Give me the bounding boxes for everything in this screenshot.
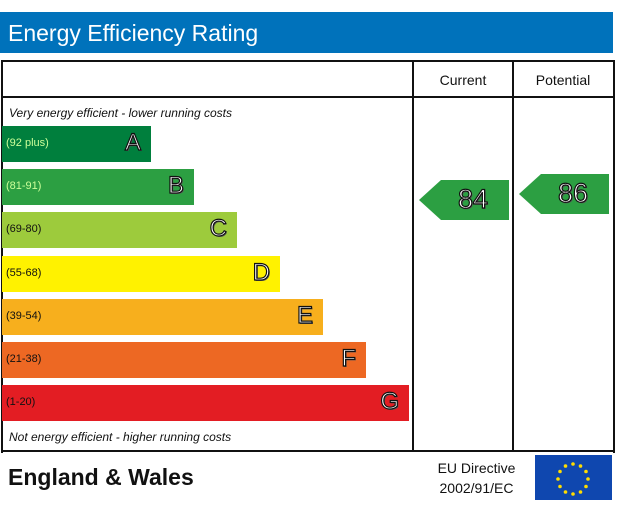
rating-band-c: (69-80) C <box>2 212 237 249</box>
band-letter: F <box>341 344 357 372</box>
eu-flag-icon <box>535 455 612 500</box>
arrow-shape <box>519 174 609 214</box>
region-label: England & Wales <box>8 464 194 490</box>
eu-stars <box>556 462 590 496</box>
title-bar: Energy Efficiency Rating <box>0 12 613 53</box>
caption-bottom: Not energy efficient - higher running co… <box>9 430 232 444</box>
eu-star <box>563 464 568 468</box>
eu-star <box>563 490 568 494</box>
band-range-label: (69-80) <box>6 223 42 236</box>
directive-line-1: EU Directive <box>437 460 516 476</box>
eu-star <box>586 477 590 481</box>
caption-top: Very energy efficient - lower running co… <box>9 106 232 120</box>
header-row-divider <box>1 96 613 98</box>
rating-band-e: (39-54) E <box>2 298 323 335</box>
current-rating-arrow: 84 <box>419 180 509 220</box>
chart-title: Energy Efficiency Rating <box>8 20 259 46</box>
footer-divider <box>1 450 613 452</box>
rating-band-g: (1-20) G <box>2 385 409 422</box>
band-letter: D <box>252 258 271 286</box>
band-letter: C <box>209 215 228 243</box>
potential-rating-arrow: 86 <box>519 174 609 214</box>
potential-column-divider <box>512 60 514 452</box>
eu-star <box>558 484 562 489</box>
directive-line-2: 2002/91/EC <box>439 480 514 496</box>
eu-star <box>578 490 583 494</box>
band-letter: E <box>296 301 313 329</box>
band-range-label: (55-68) <box>6 266 42 279</box>
current-column-divider <box>412 60 414 452</box>
eu-star <box>578 464 583 468</box>
arrow-shape <box>419 180 509 220</box>
band-range-label: (1-20) <box>6 396 36 409</box>
eu-directive: EU Directive 2002/91/EC <box>424 458 529 498</box>
eu-star <box>558 469 562 474</box>
band-range-label: (39-54) <box>6 309 42 322</box>
band-letter: B <box>167 172 184 200</box>
band-letter: A <box>124 128 141 156</box>
band-range-label: (81-91) <box>6 180 42 193</box>
band-range-label: (21-38) <box>6 353 42 365</box>
rating-band-a: (92 plus) A <box>2 126 151 162</box>
potential-rating-value: 86 <box>557 177 589 208</box>
eu-star <box>584 469 588 474</box>
current-rating-value: 84 <box>457 183 489 214</box>
column-header-current: Current <box>439 72 487 88</box>
column-header-potential: Potential <box>535 72 591 88</box>
band-range-label: (92 plus) <box>6 137 49 149</box>
rating-band-d: (55-68) D <box>2 255 280 292</box>
rating-band-f: (21-38) F <box>2 342 366 378</box>
rating-band-b: (81-91) B <box>2 169 194 206</box>
eu-star <box>571 462 575 466</box>
eu-star <box>571 492 575 496</box>
eu-star <box>584 484 588 489</box>
band-letter: G <box>380 388 400 416</box>
eu-star <box>556 477 560 481</box>
